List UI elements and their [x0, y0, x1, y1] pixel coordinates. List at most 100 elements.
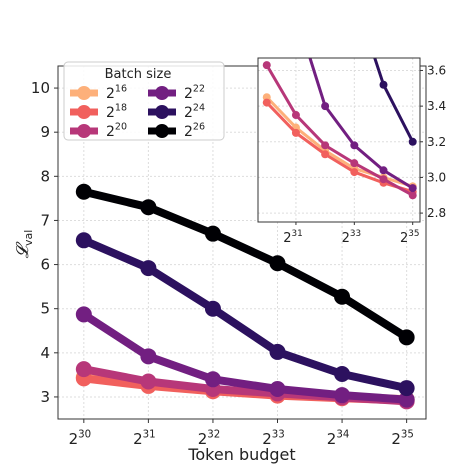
y-tick-label-7: 10 — [31, 79, 50, 97]
point-20-0 — [75, 361, 92, 378]
series-line-22 — [81, 311, 407, 404]
inset-point-20-1 — [291, 111, 300, 120]
point-24-4 — [334, 365, 351, 382]
inset-frame — [257, 57, 421, 223]
legend-swatch-marker-20 — [77, 124, 91, 138]
legend-swatch-marker-24 — [155, 105, 169, 119]
legend-label-18-base: 2 — [106, 105, 115, 121]
inset-point-18-1 — [291, 128, 300, 137]
main-y-ticks: 3 4 5 6 7 8 9 10 — [31, 79, 58, 406]
legend-label-20-exp: 20 — [115, 122, 127, 133]
y-tick-label-6: 9 — [40, 123, 50, 141]
point-26-4 — [334, 288, 351, 305]
inset-series-20 — [262, 61, 417, 200]
legend-label-22-exp: 22 — [193, 84, 205, 95]
inset-y-tick-label-2: 3.2 — [427, 135, 446, 149]
inset-point-20-5 — [408, 191, 417, 200]
x-tick-label-0-base: 2 — [69, 430, 79, 448]
point-24-0 — [75, 232, 92, 249]
legend-swatch-marker-26 — [155, 124, 169, 138]
point-22-2 — [204, 371, 221, 388]
legend-swatch-marker-18 — [77, 105, 91, 119]
x-tick-label-1-exp: 31 — [143, 429, 156, 440]
point-24-2 — [204, 300, 221, 317]
point-24-1 — [140, 260, 157, 277]
point-26-3 — [269, 255, 286, 272]
legend-label-20: 220 — [106, 122, 127, 140]
inset-y-tick-label-4: 3.6 — [427, 63, 446, 77]
inset-x-tick-label-1-exp: 33 — [350, 229, 361, 239]
svg-text:𝓛val: 𝓛val — [13, 230, 35, 259]
legend-box — [63, 61, 225, 141]
legend-label-18: 218 — [106, 103, 127, 121]
inset-line-20 — [265, 64, 414, 197]
x-tick-label-0: 230 — [69, 429, 92, 448]
x-tick-label-4-exp: 34 — [336, 429, 349, 440]
inset-point-18-2 — [321, 150, 330, 159]
point-26-0 — [75, 183, 92, 200]
point-22-4 — [334, 387, 351, 404]
inset-y-tick-label-1: 3.0 — [427, 170, 446, 184]
point-24-5 — [398, 380, 415, 397]
inset-y-tick-label-3: 3.4 — [427, 99, 446, 113]
x-tick-label-5-exp: 35 — [401, 429, 414, 440]
x-tick-label-3-exp: 33 — [272, 429, 285, 440]
inset-point-22-3 — [350, 141, 359, 150]
legend-label-16-base: 2 — [106, 86, 115, 102]
inset-line-24 — [373, 58, 415, 143]
legend-label-22-base: 2 — [184, 86, 193, 102]
legend-label-26-exp: 26 — [193, 122, 205, 133]
point-26-5 — [398, 329, 415, 346]
inset-x-tick-label-2: 235 — [400, 229, 420, 246]
point-20-1 — [140, 373, 157, 390]
x-tick-label-3: 233 — [262, 429, 285, 448]
point-22-3 — [269, 380, 286, 397]
inset-point-20-4 — [379, 175, 388, 184]
y-tick-label-0: 3 — [40, 388, 50, 406]
inset-point-18-0 — [262, 98, 271, 107]
inset-point-20-3 — [350, 159, 359, 168]
inset-point-20-2 — [321, 141, 330, 150]
inset-x-tick-label-0: 231 — [283, 229, 303, 246]
legend-title: Batch size — [105, 67, 172, 82]
inset-point-20-0 — [262, 61, 271, 70]
legend-label-22: 222 — [184, 84, 205, 102]
y-axis-label: 𝓛val — [13, 230, 35, 259]
series-22 — [75, 306, 415, 408]
x-axis-label: Token budget — [187, 445, 295, 464]
inset-point-22-1 — [292, 9, 300, 17]
inset-x-tick-label-2-exp: 35 — [408, 229, 419, 239]
x-tick-label-4-base: 2 — [327, 430, 337, 448]
inset-line-16 — [265, 96, 414, 188]
x-tick-label-4: 234 — [327, 429, 350, 448]
x-tick-label-5-base: 2 — [391, 430, 401, 448]
legend-swatch-marker-16 — [77, 86, 91, 100]
legend-label-18-exp: 18 — [115, 103, 127, 114]
inset-y-tick-label-0: 2.8 — [427, 206, 446, 220]
inset-point-24-5 — [408, 137, 417, 146]
x-tick-label-2-base: 2 — [198, 430, 208, 448]
x-tick-label-2-exp: 32 — [207, 429, 220, 440]
y-tick-label-1: 4 — [40, 344, 50, 362]
point-22-5 — [398, 391, 415, 408]
inset-series-22 — [292, 9, 417, 193]
inset-x-tick-label-2-base: 2 — [400, 231, 408, 246]
legend-label-20-base: 2 — [106, 124, 115, 140]
inset-line-18 — [265, 101, 414, 194]
y-tick-label-2: 5 — [40, 300, 50, 318]
legend-label-16-exp: 16 — [115, 84, 127, 95]
inset-point-22-2 — [321, 102, 330, 111]
inset-background — [258, 58, 420, 222]
main-plot-frame — [57, 65, 427, 420]
series-24 — [75, 232, 415, 397]
inset-x-tick-label-0-base: 2 — [283, 231, 291, 246]
main-x-ticks: 230 231 232 233 234 235 — [69, 419, 414, 448]
legend-label-16: 216 — [106, 84, 127, 102]
point-26-1 — [140, 199, 157, 216]
inset-point-22-4 — [379, 166, 388, 175]
series-line-24 — [82, 236, 408, 393]
point-22-1 — [140, 348, 157, 365]
series-26 — [75, 183, 415, 346]
